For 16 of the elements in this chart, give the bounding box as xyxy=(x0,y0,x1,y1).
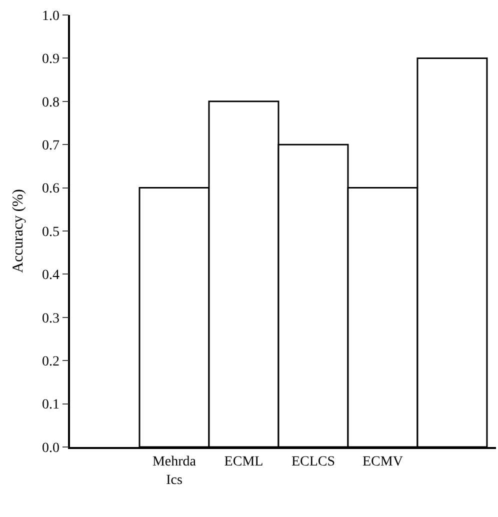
y-tick-label: 0.1 xyxy=(42,398,60,413)
y-tick-label: 0.6 xyxy=(42,182,60,197)
y-tick-label: 0.5 xyxy=(42,224,60,240)
y-tick-label: 0.3 xyxy=(42,311,60,326)
x-tick-label: Mehrda Ics xyxy=(152,454,197,488)
y-tick-label: 1.0 xyxy=(42,8,60,24)
y-tick-label: 0.4 xyxy=(42,268,60,284)
x-tick-label: ECLCS xyxy=(291,454,336,470)
y-tick-label: 0.8 xyxy=(42,95,60,110)
y-tick-label: 0.0 xyxy=(42,440,60,456)
x-tick-label: ECML xyxy=(224,454,264,470)
y-axis-title: Accuracy (%) xyxy=(10,189,27,273)
x-tick-label: ECMV xyxy=(362,454,403,470)
y-tick-label: 0.9 xyxy=(42,52,60,68)
y-tick-label: 0.2 xyxy=(42,354,60,370)
y-tick-label: 0.7 xyxy=(42,138,60,154)
